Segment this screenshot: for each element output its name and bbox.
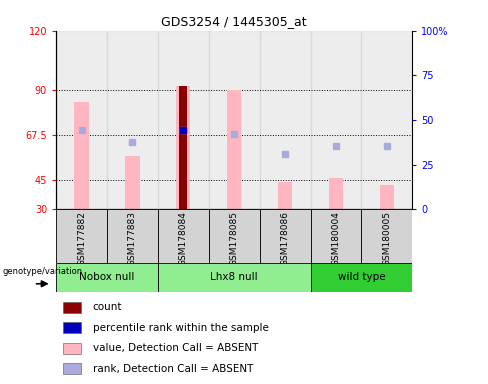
Bar bbox=[362, 209, 412, 263]
Title: GDS3254 / 1445305_at: GDS3254 / 1445305_at bbox=[162, 15, 307, 28]
Bar bbox=[63, 343, 81, 354]
Text: genotype/variation: genotype/variation bbox=[2, 266, 82, 276]
Text: GSM180005: GSM180005 bbox=[383, 211, 391, 266]
Bar bbox=[176, 86, 190, 209]
Text: Lhx8 null: Lhx8 null bbox=[210, 272, 258, 283]
Bar bbox=[260, 209, 310, 263]
Bar bbox=[56, 31, 107, 209]
Bar bbox=[380, 185, 394, 209]
Bar bbox=[63, 322, 81, 333]
Text: count: count bbox=[93, 302, 122, 312]
Bar bbox=[209, 31, 260, 209]
Bar bbox=[310, 31, 362, 209]
Bar bbox=[310, 263, 412, 292]
Bar bbox=[56, 263, 158, 292]
Text: GSM177882: GSM177882 bbox=[77, 211, 86, 266]
Bar bbox=[329, 177, 343, 209]
Bar bbox=[362, 31, 412, 209]
Text: GSM180004: GSM180004 bbox=[331, 211, 341, 266]
Text: value, Detection Call = ABSENT: value, Detection Call = ABSENT bbox=[93, 343, 258, 353]
Bar bbox=[75, 102, 89, 209]
Text: rank, Detection Call = ABSENT: rank, Detection Call = ABSENT bbox=[93, 364, 253, 374]
Bar bbox=[63, 363, 81, 374]
Bar bbox=[56, 209, 107, 263]
Bar bbox=[260, 31, 310, 209]
Bar bbox=[278, 182, 292, 209]
Bar bbox=[227, 90, 242, 209]
Bar bbox=[158, 209, 209, 263]
Bar bbox=[63, 301, 81, 313]
Text: Nobox null: Nobox null bbox=[80, 272, 135, 283]
Text: percentile rank within the sample: percentile rank within the sample bbox=[93, 323, 268, 333]
Text: wild type: wild type bbox=[338, 272, 386, 283]
Text: GSM178084: GSM178084 bbox=[179, 211, 188, 266]
Text: GSM178085: GSM178085 bbox=[230, 211, 239, 266]
Bar bbox=[310, 209, 362, 263]
Bar bbox=[180, 86, 187, 209]
Text: GSM177883: GSM177883 bbox=[128, 211, 137, 266]
Bar bbox=[158, 263, 310, 292]
Bar bbox=[158, 31, 209, 209]
Bar bbox=[125, 156, 140, 209]
Bar bbox=[209, 209, 260, 263]
Bar bbox=[107, 209, 158, 263]
Text: GSM178086: GSM178086 bbox=[281, 211, 290, 266]
Bar bbox=[107, 31, 158, 209]
